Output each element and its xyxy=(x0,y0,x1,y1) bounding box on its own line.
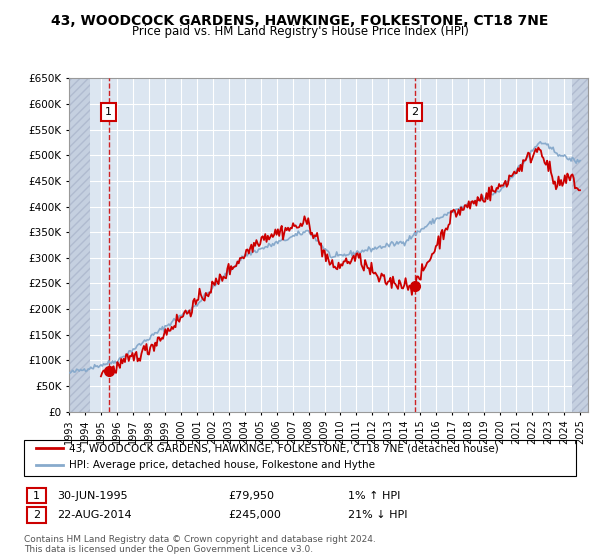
Text: 1% ↑ HPI: 1% ↑ HPI xyxy=(348,491,400,501)
Text: 43, WOODCOCK GARDENS, HAWKINGE, FOLKESTONE, CT18 7NE (detached house): 43, WOODCOCK GARDENS, HAWKINGE, FOLKESTO… xyxy=(69,444,499,453)
Text: £79,950: £79,950 xyxy=(228,491,274,501)
Bar xyxy=(69,78,90,412)
Text: 22-AUG-2014: 22-AUG-2014 xyxy=(57,510,131,520)
Text: HPI: Average price, detached house, Folkestone and Hythe: HPI: Average price, detached house, Folk… xyxy=(69,460,375,469)
Text: 30-JUN-1995: 30-JUN-1995 xyxy=(57,491,128,501)
Text: 43, WOODCOCK GARDENS, HAWKINGE, FOLKESTONE, CT18 7NE: 43, WOODCOCK GARDENS, HAWKINGE, FOLKESTO… xyxy=(52,14,548,28)
Text: Contains HM Land Registry data © Crown copyright and database right 2024.
This d: Contains HM Land Registry data © Crown c… xyxy=(24,535,376,554)
Text: 1: 1 xyxy=(105,107,112,116)
Text: 2: 2 xyxy=(411,107,418,116)
Text: Price paid vs. HM Land Registry's House Price Index (HPI): Price paid vs. HM Land Registry's House … xyxy=(131,25,469,38)
Text: 21% ↓ HPI: 21% ↓ HPI xyxy=(348,510,407,520)
Bar xyxy=(572,78,600,412)
Text: £245,000: £245,000 xyxy=(228,510,281,520)
Text: 1: 1 xyxy=(33,491,40,501)
Text: 2: 2 xyxy=(33,510,40,520)
